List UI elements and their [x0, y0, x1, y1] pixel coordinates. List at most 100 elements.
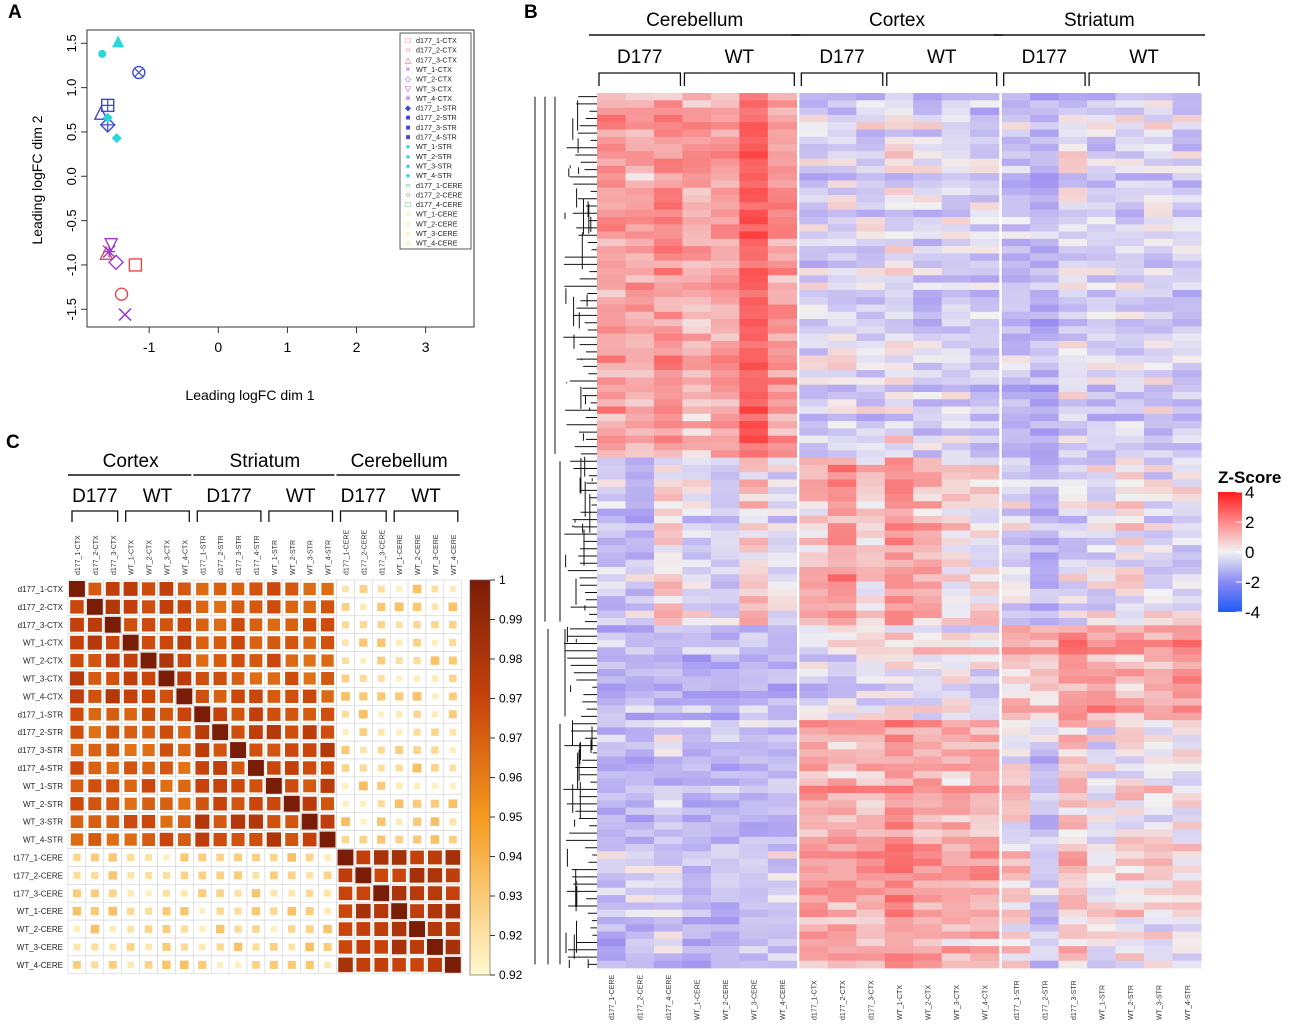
heatmap-cell [827, 588, 857, 597]
heatmap-cell [941, 778, 971, 787]
heatmap-cell [1030, 421, 1060, 429]
heatmap-cell [654, 523, 684, 531]
heatmap-cell [1058, 669, 1088, 677]
heatmap-cell [1001, 581, 1031, 590]
corr-cell [303, 636, 316, 649]
heatmap-cell [710, 785, 740, 794]
heatmap-cell [884, 362, 914, 371]
heatmap-cell [682, 238, 712, 247]
heatmap-cell [827, 625, 857, 633]
heatmap-cell [710, 355, 740, 364]
heatmap-cell [856, 596, 886, 604]
heatmap-cell [1058, 377, 1088, 386]
heatmap-cell [1030, 384, 1060, 393]
heatmap-cell [1001, 720, 1031, 728]
corr-cell [342, 585, 349, 593]
legend-symbol: ● [406, 142, 411, 151]
heatmap-cell [827, 333, 857, 342]
heatmap-cell [913, 136, 943, 145]
heatmap-cell [739, 224, 769, 232]
heatmap-cell [654, 559, 684, 568]
heatmap-cell [884, 340, 914, 349]
heatmap-cell [1087, 224, 1117, 232]
heatmap-cell [884, 428, 914, 437]
heatmap-cell [827, 734, 857, 743]
heatmap-cell [682, 319, 712, 327]
heatmap-cell [827, 392, 857, 400]
legend-symbol: ◆ [405, 104, 412, 113]
heatmap-cell [767, 844, 797, 852]
heatmap-cell [1144, 917, 1174, 925]
heatmap-cell [739, 144, 769, 152]
heatmap-cell [625, 632, 655, 641]
heatmap-cell [856, 763, 886, 772]
heatmap-cell [654, 289, 684, 298]
heatmap-cell [1115, 698, 1145, 706]
corr-cell [445, 850, 461, 865]
heatmap-cell [767, 902, 797, 911]
heatmap-cell [856, 275, 886, 283]
heatmap-cell [941, 902, 971, 911]
heatmap-cell [799, 567, 829, 575]
heatmap-cell [799, 107, 829, 116]
heatmap-cell [654, 508, 684, 517]
heatmap-cell [1058, 567, 1088, 575]
heatmap-cell [767, 727, 797, 736]
heatmap-cell [1001, 676, 1031, 684]
corr-cell [177, 635, 192, 650]
heatmap-cell [1144, 340, 1174, 349]
heatmap-cell [625, 720, 655, 728]
corr-cell [124, 761, 138, 775]
corr-cell [321, 636, 335, 650]
corr-cell [180, 907, 189, 916]
corr-cell [180, 925, 188, 933]
heatmap-cell [739, 632, 769, 641]
heatmap-cell [941, 610, 971, 619]
column-label: WT_3-STR [308, 540, 315, 575]
heatmap-cell [1058, 756, 1088, 765]
corr-cell [160, 797, 173, 810]
heatmap-cell [739, 676, 769, 684]
heatmap-cell [1058, 392, 1088, 400]
corr-cell [249, 743, 263, 757]
corr-cell [395, 657, 403, 664]
heatmap-cell [1115, 107, 1145, 116]
heatmap-cell [739, 603, 769, 612]
heatmap-cell [682, 406, 712, 415]
genotype-label: WT [725, 47, 755, 68]
heatmap-cell [654, 340, 684, 349]
heatmap-cell [1172, 472, 1202, 480]
heatmap-cell [827, 260, 857, 269]
heatmap-cell [799, 749, 829, 757]
heatmap-cell [1058, 129, 1088, 138]
corr-cell [70, 797, 84, 811]
heatmap-cell [1087, 931, 1117, 940]
heatmap-cell [1172, 720, 1202, 728]
heatmap-cell [654, 136, 684, 145]
heatmap-cell [827, 742, 857, 750]
heatmap-cell [654, 217, 684, 225]
heatmap-cell [767, 435, 797, 444]
heatmap-cell [1172, 953, 1202, 962]
heatmap-cell [597, 158, 627, 167]
heatmap-cell [597, 457, 627, 466]
heatmap-cell [827, 355, 857, 364]
heatmap-cell [1144, 319, 1174, 327]
heatmap-cell [710, 720, 740, 728]
heatmap-cell [625, 268, 655, 276]
heatmap-cell [941, 537, 971, 546]
heatmap-cell [1058, 895, 1088, 903]
heatmap-cell [1030, 217, 1060, 225]
heatmap-cell [654, 931, 684, 940]
corr-cell [91, 961, 99, 969]
heatmap-cell [1030, 392, 1060, 400]
heatmap-cell [739, 917, 769, 925]
heatmap-cell [710, 705, 740, 714]
heatmap-cell [884, 355, 914, 364]
corr-cell [231, 672, 245, 685]
heatmap-cell [1115, 873, 1145, 881]
heatmap-cell [799, 311, 829, 320]
heatmap-cell [1058, 180, 1088, 189]
corr-cell [252, 925, 260, 933]
region-label: Cortex [103, 451, 159, 472]
